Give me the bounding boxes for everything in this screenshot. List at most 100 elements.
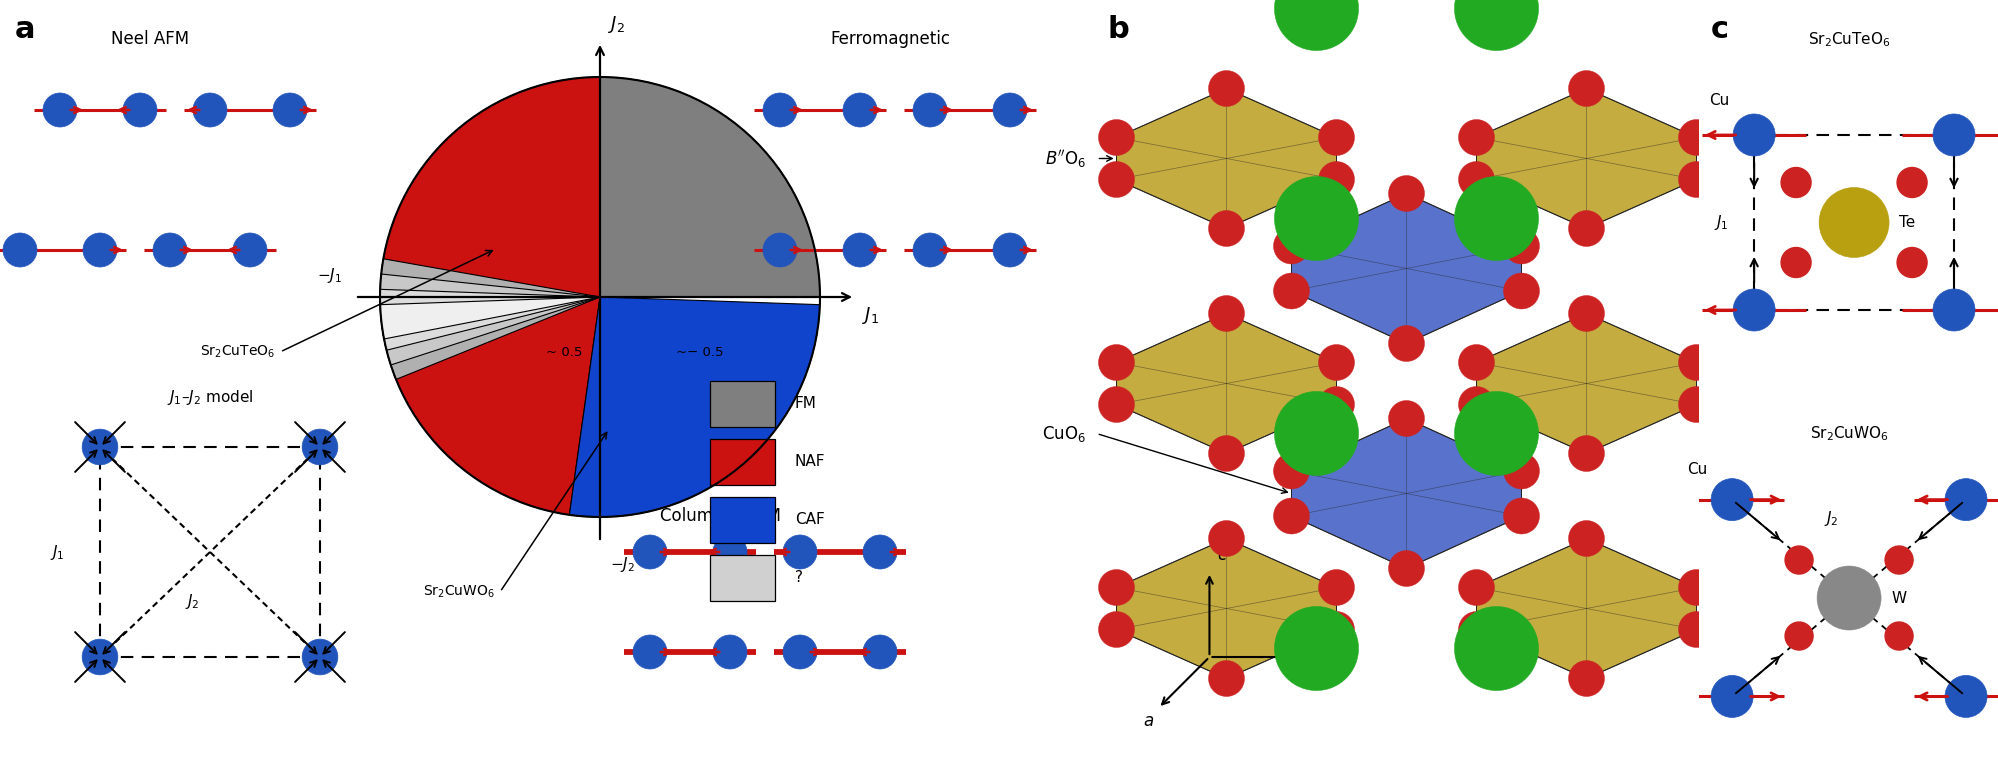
Text: $-J_2$: $-J_2$ <box>609 555 635 574</box>
Circle shape <box>1459 387 1495 422</box>
Circle shape <box>1209 70 1245 107</box>
FancyBboxPatch shape <box>709 439 775 485</box>
Text: Sr$_2$CuWO$_6$: Sr$_2$CuWO$_6$ <box>1808 424 1888 443</box>
Wedge shape <box>569 297 819 517</box>
Circle shape <box>763 233 797 267</box>
Circle shape <box>913 93 947 127</box>
Circle shape <box>843 93 877 127</box>
Circle shape <box>44 93 78 127</box>
Polygon shape <box>1117 313 1337 453</box>
Circle shape <box>1455 176 1538 260</box>
Circle shape <box>1099 569 1135 606</box>
Text: $J_2$: $J_2$ <box>607 14 625 35</box>
Circle shape <box>124 93 158 127</box>
Circle shape <box>82 429 118 465</box>
FancyBboxPatch shape <box>709 381 775 427</box>
Circle shape <box>1568 210 1604 247</box>
Text: ~− 0.5: ~− 0.5 <box>675 345 723 359</box>
Circle shape <box>1568 70 1604 107</box>
Circle shape <box>1209 210 1245 247</box>
Wedge shape <box>380 289 599 350</box>
Circle shape <box>783 635 817 669</box>
Circle shape <box>1678 120 1714 155</box>
Circle shape <box>1319 120 1355 155</box>
Circle shape <box>302 429 338 465</box>
Circle shape <box>863 535 897 569</box>
Circle shape <box>1502 273 1538 309</box>
Circle shape <box>1389 326 1425 362</box>
Text: Ferromagnetic: Ferromagnetic <box>829 30 949 48</box>
Text: FM: FM <box>795 397 817 412</box>
Text: Neel AFM: Neel AFM <box>110 30 190 48</box>
Circle shape <box>1678 344 1714 381</box>
Polygon shape <box>1477 538 1696 678</box>
Circle shape <box>1944 478 1986 521</box>
Text: a: a <box>16 15 36 44</box>
Circle shape <box>82 639 118 674</box>
Circle shape <box>763 93 797 127</box>
Circle shape <box>1099 612 1135 647</box>
Circle shape <box>1209 295 1245 332</box>
Circle shape <box>1319 387 1355 422</box>
Wedge shape <box>380 297 599 339</box>
Circle shape <box>1455 0 1538 51</box>
Circle shape <box>1389 176 1425 211</box>
Wedge shape <box>394 297 599 515</box>
Circle shape <box>1784 546 1812 574</box>
Text: Sr$_2$CuTeO$_6$: Sr$_2$CuTeO$_6$ <box>1806 30 1890 48</box>
Circle shape <box>1455 391 1538 475</box>
Text: $-J_1$: $-J_1$ <box>318 266 342 285</box>
Text: Sr$_2$CuWO$_6$: Sr$_2$CuWO$_6$ <box>424 584 496 600</box>
Circle shape <box>1780 248 1810 278</box>
Circle shape <box>633 535 667 569</box>
Circle shape <box>1459 120 1495 155</box>
Text: $J_2$: $J_2$ <box>186 592 200 611</box>
Circle shape <box>1678 387 1714 422</box>
Circle shape <box>274 93 308 127</box>
Circle shape <box>1710 675 1752 718</box>
Circle shape <box>1459 161 1495 198</box>
Text: CuO$_6$: CuO$_6$ <box>1043 423 1087 444</box>
Circle shape <box>1275 0 1359 51</box>
Circle shape <box>1459 612 1495 647</box>
Wedge shape <box>382 77 599 297</box>
Circle shape <box>1732 289 1774 331</box>
Circle shape <box>713 635 747 669</box>
Circle shape <box>1568 661 1604 696</box>
Text: Cu: Cu <box>1686 462 1706 477</box>
Polygon shape <box>1477 313 1696 453</box>
Circle shape <box>194 93 228 127</box>
Circle shape <box>1784 622 1812 650</box>
Circle shape <box>1568 521 1604 556</box>
Circle shape <box>1099 387 1135 422</box>
Circle shape <box>1502 453 1538 489</box>
Circle shape <box>154 233 188 267</box>
Circle shape <box>1099 344 1135 381</box>
Text: Columnar AFM: Columnar AFM <box>659 507 781 525</box>
Circle shape <box>1273 228 1309 264</box>
Circle shape <box>1319 612 1355 647</box>
Circle shape <box>1275 391 1359 475</box>
Circle shape <box>1273 498 1309 534</box>
Polygon shape <box>1117 89 1337 229</box>
Circle shape <box>1932 114 1974 156</box>
Circle shape <box>84 233 118 267</box>
Circle shape <box>1459 569 1495 606</box>
Wedge shape <box>380 259 599 379</box>
Circle shape <box>1209 435 1245 472</box>
Polygon shape <box>1291 419 1520 569</box>
Circle shape <box>1209 661 1245 696</box>
Circle shape <box>913 233 947 267</box>
Text: W: W <box>1890 590 1906 606</box>
Polygon shape <box>1291 194 1520 344</box>
Circle shape <box>1275 176 1359 260</box>
Polygon shape <box>1477 89 1696 229</box>
Circle shape <box>713 535 747 569</box>
Text: c: c <box>1710 15 1728 44</box>
Polygon shape <box>1117 538 1337 678</box>
Circle shape <box>1209 521 1245 556</box>
FancyBboxPatch shape <box>709 497 775 543</box>
Circle shape <box>863 635 897 669</box>
Circle shape <box>1319 161 1355 198</box>
Text: $J_1$: $J_1$ <box>50 543 66 562</box>
